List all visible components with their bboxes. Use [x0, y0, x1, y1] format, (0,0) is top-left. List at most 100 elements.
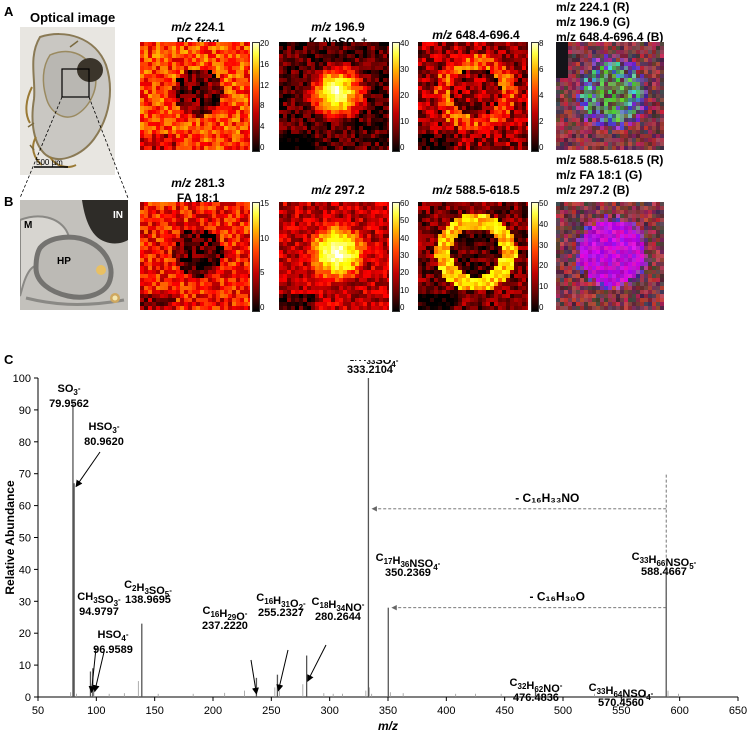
- ion-map-a2: [279, 42, 389, 150]
- y-tick-label: 40: [19, 564, 31, 576]
- colorbar-tick-label: 8: [539, 39, 544, 48]
- optical-image: [20, 27, 115, 175]
- colorbar-tick-label: 30: [400, 65, 409, 74]
- peak-mz-label: 255.2327: [258, 607, 304, 619]
- x-tick-label: 400: [437, 705, 455, 717]
- peak-mz-label: 280.2644: [315, 611, 362, 623]
- peak-formula-label: C16H29O-: [203, 605, 248, 623]
- zoom-lines: [19, 96, 129, 199]
- overlay-map-a: [556, 42, 664, 150]
- colorbar-tick-label: 40: [539, 219, 548, 229]
- heatmap-texture: [556, 42, 664, 150]
- colorbar-tick-label: 5: [260, 268, 265, 278]
- peak-mz-label: 476.4836: [513, 692, 559, 704]
- colorbar-tick-label: 50: [539, 199, 548, 208]
- peak-formula-label: C17H33SO4-: [342, 360, 399, 369]
- colorbar-tick-label: 10: [400, 285, 409, 295]
- mass-spectrum: 0 10 20 30 40 50 60 70 80 90 100 50 100 150 200 250 300 3…: [3, 360, 747, 733]
- x-tick-label: 200: [204, 705, 222, 717]
- peak-formula-label: C33H64NSO4-: [589, 682, 654, 702]
- y-tick-label: 50: [19, 533, 31, 545]
- peak-formula-label: C33H66NSO5-: [632, 551, 697, 571]
- ion-map-b2: [279, 202, 389, 310]
- mz-value: 588.5-618.5: [455, 183, 520, 197]
- arrow-c18h34no: [307, 644, 327, 682]
- colorbar-a1: [252, 42, 260, 152]
- x-tick-label: 600: [670, 705, 688, 717]
- zoomed-micrograph: [20, 200, 128, 310]
- y-tick-label: 20: [19, 628, 31, 640]
- map-a3-title: m/z 648.4-696.4: [418, 28, 534, 43]
- colorbar-tick-label: 0: [400, 143, 405, 152]
- heatmap-texture: [279, 202, 389, 310]
- peak-mz-label: 333.2104: [347, 364, 394, 376]
- colorbar-tick-label: 40: [400, 233, 409, 243]
- heatmap-texture: [556, 202, 664, 310]
- y-tick-label: 80: [19, 437, 31, 449]
- ion-map-b1: [140, 202, 250, 310]
- neutral-loss-label: - C₁₆H₃₀O: [530, 590, 585, 604]
- peak-mz-label: 570.4560: [598, 697, 644, 709]
- colorbar-tick-label: 0: [539, 143, 544, 152]
- mz-value: 224.1: [194, 20, 225, 34]
- mz-italic: m/z: [311, 183, 332, 197]
- y-tick-label: 0: [25, 692, 31, 704]
- colorbar-tick-label: 20: [539, 261, 548, 271]
- peak-formula-label: CH3SO3-: [77, 591, 121, 608]
- colorbar-a2: [392, 42, 400, 152]
- colorbar-tick-label: 0: [260, 143, 265, 152]
- colorbar-tick-label: 20: [260, 39, 269, 48]
- peak-formula-label: C18H34NO-: [312, 596, 365, 614]
- overlay-map-b: [556, 202, 664, 310]
- overlay-line: m/z 297.2 (B): [556, 183, 630, 197]
- heatmap-texture: [140, 202, 250, 310]
- colorbar-tick-label: 15: [260, 199, 269, 208]
- peak-mz-label: 588.4667: [641, 566, 687, 578]
- mz-italic: m/z: [432, 183, 453, 197]
- peak-formula-label: C16H31O2-: [256, 592, 306, 612]
- colorbar-tick-label: 10: [539, 282, 548, 292]
- map-b1-title: m/z 281.3 FA 18:1: [140, 176, 256, 206]
- overlay-line: m/z FA 18:1 (G): [556, 168, 643, 182]
- mz-italic: m/z: [171, 20, 192, 34]
- x-tick-label: 550: [612, 705, 630, 717]
- overlay-line: m/z 588.5-618.5 (R): [556, 153, 664, 167]
- x-tick-label: 250: [262, 705, 280, 717]
- x-tick-label: 500: [554, 705, 572, 717]
- micrograph-label-hp: HP: [57, 256, 71, 267]
- panel-b-letter: B: [4, 194, 14, 209]
- ion-map-a1: [140, 42, 250, 150]
- colorbar-tick-label: 30: [400, 251, 409, 260]
- x-tick-label: 350: [379, 705, 397, 717]
- neutral-loss-label: - C₁₆H₃₃NO: [515, 491, 579, 505]
- peak-mz-label: 79.9562: [49, 398, 89, 410]
- y-tick-label: 90: [19, 405, 31, 417]
- colorbar-tick-label: 50: [400, 216, 409, 226]
- mz-value: 297.2: [334, 183, 365, 197]
- overlay-b-title: m/z 588.5-618.5 (R) m/z FA 18:1 (G) m/z …: [556, 153, 663, 198]
- peak-mz-label: 80.9620: [84, 436, 124, 448]
- mz-italic: m/z: [311, 20, 332, 34]
- peak-formula-label: HSO4-: [98, 629, 129, 643]
- micrograph-label-in: IN: [113, 210, 123, 221]
- peak-formula-label: SO3-: [57, 383, 80, 397]
- colorbar-tick-label: 2: [539, 117, 544, 126]
- optical-image-title: Optical image: [30, 10, 116, 25]
- scale-bar-label: 500 µm: [36, 158, 63, 167]
- y-tick-label: 60: [19, 501, 31, 513]
- colorbar-tick-label: 4: [260, 122, 265, 132]
- colorbar-tick-label: 8: [260, 101, 265, 111]
- colorbar-a3: [531, 42, 539, 152]
- colorbar-tick-label: 4: [539, 91, 544, 100]
- mz-italic: m/z: [432, 28, 453, 42]
- heatmap-texture: [279, 42, 389, 150]
- x-tick-label: 300: [320, 705, 338, 717]
- colorbar-tick-label: 30: [539, 240, 548, 250]
- y-tick-label: 100: [13, 373, 31, 385]
- x-tick-label: 650: [729, 705, 747, 717]
- mz-value: 281.3: [194, 176, 225, 190]
- overlay-line: m/z 196.9 (G): [556, 15, 631, 29]
- panel-a-letter: A: [4, 4, 14, 19]
- colorbar-tick-label: 60: [400, 199, 409, 208]
- colorbar-tick-label: 16: [260, 59, 269, 69]
